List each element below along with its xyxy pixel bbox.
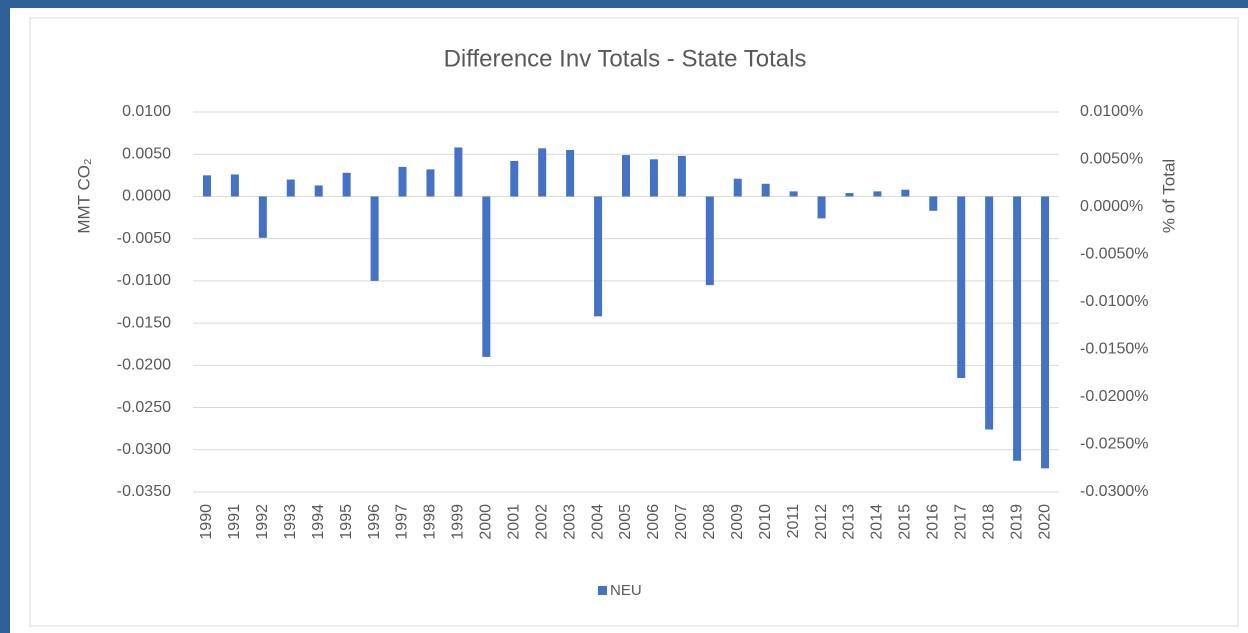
y2-tick-label: 0.0050%: [1080, 151, 1143, 168]
legend-swatch: [598, 586, 607, 595]
bar: [873, 191, 882, 197]
x-tick-label: 2019: [1008, 504, 1025, 540]
x-tick-label: 2004: [589, 504, 606, 540]
x-tick-label: 2000: [478, 504, 495, 540]
bar: [566, 150, 575, 197]
bar: [594, 196, 603, 317]
bar: [733, 178, 742, 197]
y-tick-label: -0.0050: [117, 230, 171, 247]
y2-axis-label: % of Total: [1159, 159, 1178, 233]
x-tick-label: 1996: [366, 504, 383, 540]
bar: [1013, 196, 1022, 461]
x-tick-label: 2009: [729, 504, 746, 540]
legend-label: NEU: [610, 582, 642, 599]
bar: [482, 196, 491, 357]
bar: [649, 159, 658, 197]
bar: [370, 196, 379, 281]
x-tick-label: 2013: [841, 504, 858, 540]
y-tick-label: -0.0200: [117, 357, 171, 374]
bar: [761, 183, 770, 197]
y2-tick-label: -0.0250%: [1080, 436, 1149, 453]
y-tick-label: -0.0150: [117, 314, 171, 331]
x-tick-label: 2016: [925, 504, 942, 540]
y-tick-label: 0.0100: [122, 103, 171, 120]
x-tick-label: 2014: [869, 504, 886, 540]
x-tick-label: 2018: [980, 504, 997, 540]
y-tick-label: -0.0350: [117, 483, 171, 500]
bar: [286, 179, 295, 197]
y2-tick-label: -0.0300%: [1080, 483, 1149, 500]
x-tick-label: 2011: [785, 504, 802, 539]
y-tick-label: 0.0050: [122, 145, 171, 162]
bar: [314, 185, 323, 197]
bar: [202, 175, 211, 197]
bar: [342, 172, 351, 197]
y-axis-label: MMT CO₂: [74, 158, 93, 233]
bar: [510, 160, 519, 197]
bar: [929, 196, 938, 211]
x-tick-label: 1997: [394, 504, 411, 540]
x-tick-label: 2017: [952, 504, 969, 540]
x-tick-label: 1995: [338, 504, 355, 540]
y-tick-label: -0.0100: [117, 272, 171, 289]
bar: [985, 196, 994, 430]
y2-tick-label: -0.0050%: [1080, 246, 1149, 263]
x-tick-label: 1993: [282, 504, 299, 540]
bar: [622, 155, 630, 197]
x-tick-label: 2015: [897, 504, 914, 540]
bar: [230, 174, 239, 197]
y2-tick-label: -0.0100%: [1080, 293, 1149, 310]
y-tick-label: -0.0300: [117, 441, 171, 458]
x-tick-label: 2001: [505, 504, 522, 540]
bar: [454, 147, 463, 197]
bar: [398, 166, 407, 197]
x-tick-label: 1991: [226, 504, 243, 540]
bar: [538, 148, 547, 197]
y-tick-label: 0.0000: [122, 188, 171, 205]
x-tick-label: 1999: [450, 504, 467, 540]
bar: [789, 191, 798, 197]
x-tick-label: 1998: [422, 504, 439, 540]
y2-tick-label: -0.0200%: [1080, 388, 1149, 405]
x-tick-label: 1992: [254, 504, 271, 540]
bar: [677, 155, 686, 197]
x-tick-label: 2020: [1036, 504, 1053, 540]
chart: Difference Inv Totals - State Totals MMT…: [10, 8, 1248, 633]
chart-title: Difference Inv Totals - State Totals: [444, 45, 807, 72]
x-tick-label: 2007: [673, 504, 690, 540]
x-tick-label: 2008: [701, 504, 718, 540]
bar: [258, 196, 267, 238]
bar: [1041, 196, 1050, 469]
bar: [817, 196, 826, 219]
x-tick-label: 1994: [310, 504, 327, 540]
y2-tick-label: -0.0150%: [1080, 341, 1149, 358]
x-tick-label: 1990: [198, 504, 215, 540]
x-tick-label: 2006: [645, 504, 662, 540]
y2-tick-label: 0.0000%: [1080, 198, 1143, 215]
bar: [957, 196, 966, 378]
x-tick-label: 2002: [533, 504, 550, 540]
y-tick-label: -0.0250: [117, 399, 171, 416]
y2-tick-label: 0.0100%: [1080, 103, 1143, 120]
chart-border: [29, 17, 1239, 627]
bar: [705, 196, 714, 286]
x-tick-label: 2005: [617, 504, 634, 540]
x-tick-label: 2012: [813, 504, 830, 540]
bar: [901, 189, 910, 197]
x-tick-label: 2010: [757, 504, 774, 540]
bar: [426, 169, 435, 197]
x-tick-label: 2003: [561, 504, 578, 540]
bar: [845, 193, 854, 197]
